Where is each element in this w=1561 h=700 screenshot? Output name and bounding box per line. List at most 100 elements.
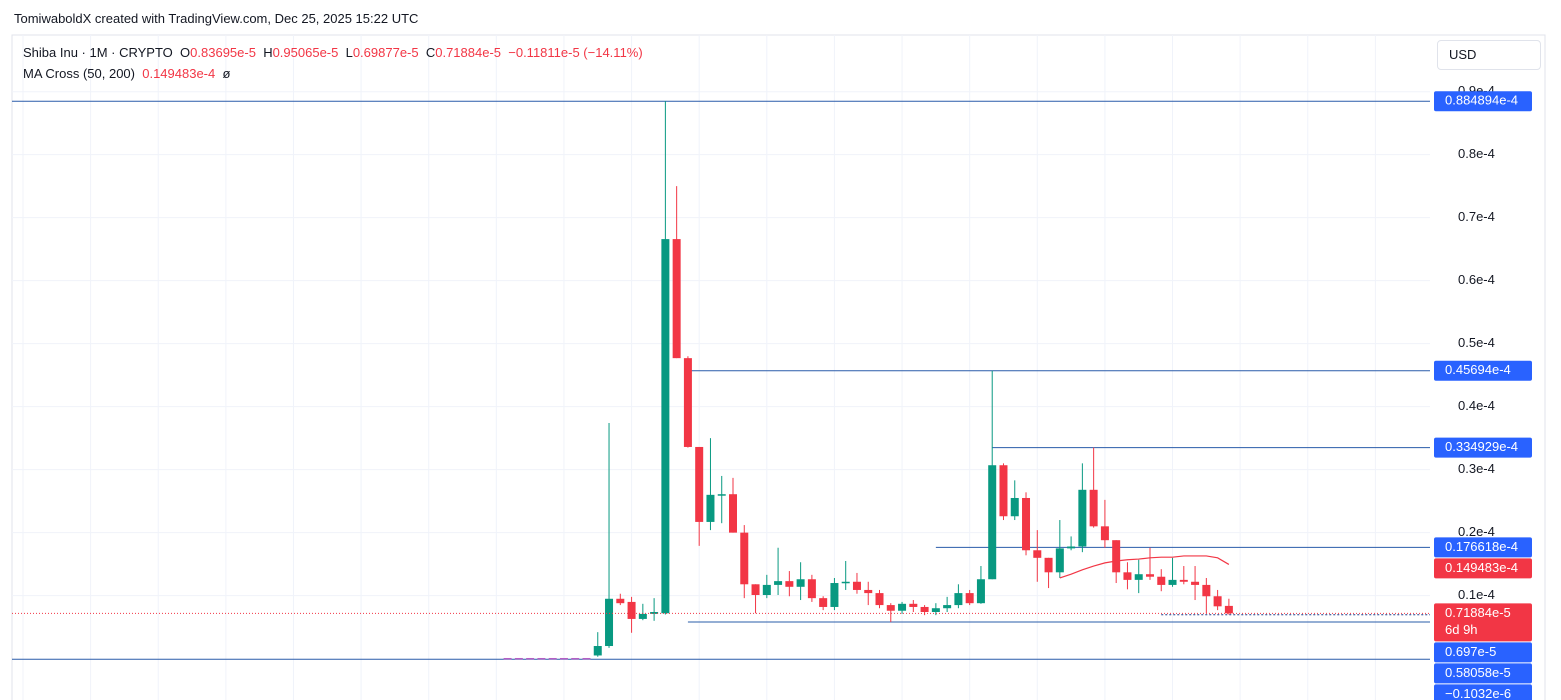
- y-tick-label: 0.1e-4: [1458, 587, 1495, 602]
- price-label: 0.334929e-4: [1445, 439, 1518, 454]
- price-label: 0.697e-5: [1445, 644, 1496, 659]
- price-label: 0.884894e-4: [1445, 93, 1518, 108]
- price-label-box: [1434, 91, 1532, 112]
- y-tick-label: 0.8e-4: [1458, 146, 1495, 161]
- candle-body: [1202, 584, 1211, 597]
- candle-body: [526, 657, 535, 660]
- candle-body: [1134, 574, 1143, 580]
- candle-body: [1213, 596, 1222, 607]
- y-tick-label: 0.4e-4: [1458, 398, 1495, 413]
- price-labels: 0.884894e-4 0.45694e-4 0.334929e-4 0.176618…: [1434, 91, 1532, 700]
- price-label: 0.58058e-5: [1445, 665, 1511, 680]
- candle-body: [1123, 572, 1132, 580]
- y-tick-label: 0.3e-4: [1458, 461, 1495, 476]
- candle-body: [1033, 550, 1042, 558]
- y-tick-label: 0.6e-4: [1458, 272, 1495, 287]
- candle-body: [988, 465, 997, 580]
- candle-body: [999, 465, 1008, 517]
- candle-body: [1191, 581, 1200, 585]
- candle-body: [729, 494, 737, 533]
- candle-body: [898, 603, 907, 611]
- candle-body: [965, 593, 974, 604]
- candle-body: [638, 613, 647, 619]
- candle-body: [785, 581, 794, 587]
- ohlc-key: O: [180, 45, 191, 60]
- change: −0.11811e-5 (−14.11%): [508, 45, 643, 60]
- countdown: 6d 9h: [1445, 622, 1478, 637]
- price-label: 0.45694e-4: [1445, 362, 1511, 377]
- candle-body: [514, 657, 523, 660]
- price-label: 0.176618e-4: [1445, 539, 1518, 554]
- candle-body: [943, 605, 952, 609]
- candle-body: [954, 593, 963, 606]
- indicator-symbol: ø: [222, 66, 231, 81]
- price-label-box: [1434, 663, 1532, 684]
- price-label-box: [1434, 537, 1532, 558]
- candle-body: [774, 581, 783, 585]
- indicator-name: MA Cross (50, 200): [23, 66, 135, 81]
- candle-body: [1179, 579, 1188, 582]
- y-tick-label: 0.2e-4: [1458, 524, 1495, 539]
- candle-body: [1145, 574, 1154, 577]
- candle-body: [559, 657, 568, 660]
- indicator-value: 0.149483e-4: [142, 66, 216, 81]
- ohlc-value: 0.95065e-5: [272, 45, 339, 60]
- candle-body: [909, 603, 918, 607]
- candle-body: [616, 598, 625, 604]
- price-label-box: [1434, 684, 1532, 700]
- candle-body: [1055, 548, 1064, 573]
- candle-body: [920, 606, 929, 613]
- grid: [12, 35, 1430, 700]
- price-label-box: [1434, 360, 1532, 381]
- candle-body: [672, 239, 681, 359]
- candle-body: [537, 657, 546, 660]
- price-label: −0.1032e-6: [1445, 686, 1511, 700]
- candle-body: [582, 657, 591, 660]
- ohlc-value: 0.83695e-5: [190, 45, 256, 60]
- moving-average: [1059, 555, 1230, 579]
- candle-body: [1010, 497, 1019, 517]
- candle-body: [695, 446, 704, 522]
- candle-body: [762, 584, 771, 595]
- candle-body: [548, 657, 557, 660]
- y-tick-label: 0.7e-4: [1458, 209, 1495, 224]
- candle-body: [1022, 497, 1031, 551]
- plot: [12, 100, 1430, 660]
- legend-row: Shiba Inu · 1M · CRYPTO O0.83695e-5 H0.9…: [23, 45, 643, 60]
- candle-body: [852, 581, 861, 590]
- candle-body: [1100, 526, 1109, 541]
- candle-body: [796, 579, 805, 587]
- candle-body: [1168, 579, 1177, 585]
- ohlc-key: L: [345, 45, 353, 60]
- candle-body: [1067, 546, 1076, 549]
- candle-body: [976, 579, 985, 604]
- price-axis: 0.1e-4 0.2e-4 0.3e-4 0.4e-4 0.5e-4 0.6e-4 0.7e…: [1458, 83, 1495, 602]
- y-tick-label: 0.5e-4: [1458, 335, 1495, 350]
- ohlc-value: 0.71884e-5: [435, 45, 502, 60]
- candle-body: [886, 605, 895, 611]
- candle-body: [819, 598, 828, 607]
- candle-body: [875, 593, 884, 606]
- candle-body: [683, 358, 692, 447]
- candle-body: [717, 494, 726, 496]
- price-label: 0.71884e-5: [1445, 605, 1511, 620]
- ohlc-key: H: [263, 45, 273, 60]
- credit: TomiwaboldX created with TradingView.com…: [14, 11, 419, 26]
- candle-body: [571, 657, 580, 660]
- candle-body: [593, 646, 602, 656]
- candle-body: [1089, 489, 1098, 527]
- currency-button[interactable]: USD: [1437, 40, 1541, 70]
- ohlc-value: 0.69877e-5: [352, 45, 419, 60]
- price-label-box: [1434, 603, 1532, 642]
- candle-body: [1224, 605, 1233, 614]
- symbol: Shiba Inu · 1M · CRYPTO: [23, 45, 173, 60]
- price-label-box: [1434, 642, 1532, 663]
- price-label: 0.149483e-4: [1445, 560, 1518, 575]
- price-label-box: [1434, 437, 1532, 458]
- candle-body: [841, 581, 850, 584]
- candle-body: [503, 657, 512, 660]
- candle-body: [1157, 576, 1166, 585]
- candle-body: [605, 598, 614, 647]
